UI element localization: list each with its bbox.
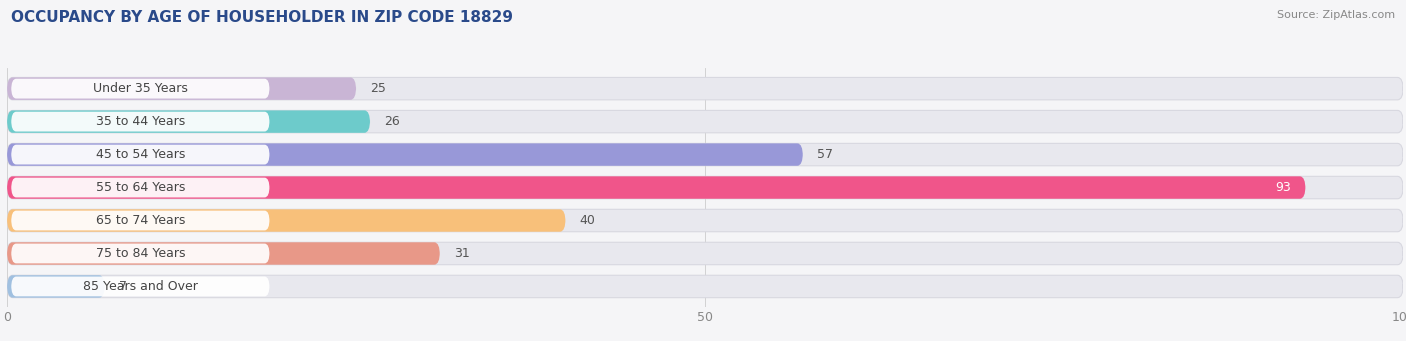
FancyBboxPatch shape (7, 242, 440, 265)
FancyBboxPatch shape (7, 176, 1403, 199)
FancyBboxPatch shape (7, 77, 356, 100)
FancyBboxPatch shape (7, 143, 803, 166)
FancyBboxPatch shape (11, 145, 270, 164)
Text: 65 to 74 Years: 65 to 74 Years (96, 214, 186, 227)
FancyBboxPatch shape (7, 242, 1403, 265)
Text: Source: ZipAtlas.com: Source: ZipAtlas.com (1277, 10, 1395, 20)
FancyBboxPatch shape (11, 178, 270, 197)
Text: 40: 40 (579, 214, 595, 227)
Text: 7: 7 (118, 280, 127, 293)
FancyBboxPatch shape (7, 110, 370, 133)
Text: 25: 25 (370, 82, 385, 95)
Text: 26: 26 (384, 115, 399, 128)
Text: 85 Years and Over: 85 Years and Over (83, 280, 198, 293)
FancyBboxPatch shape (7, 275, 1403, 298)
FancyBboxPatch shape (11, 243, 270, 263)
FancyBboxPatch shape (7, 176, 1305, 199)
Text: 93: 93 (1275, 181, 1292, 194)
FancyBboxPatch shape (7, 110, 1403, 133)
FancyBboxPatch shape (11, 79, 270, 99)
FancyBboxPatch shape (7, 209, 565, 232)
FancyBboxPatch shape (7, 143, 1403, 166)
Text: 35 to 44 Years: 35 to 44 Years (96, 115, 186, 128)
Text: 45 to 54 Years: 45 to 54 Years (96, 148, 186, 161)
FancyBboxPatch shape (7, 275, 105, 298)
FancyBboxPatch shape (11, 112, 270, 132)
Text: OCCUPANCY BY AGE OF HOUSEHOLDER IN ZIP CODE 18829: OCCUPANCY BY AGE OF HOUSEHOLDER IN ZIP C… (11, 10, 513, 25)
Text: 31: 31 (454, 247, 470, 260)
FancyBboxPatch shape (7, 209, 1403, 232)
Text: 57: 57 (817, 148, 832, 161)
FancyBboxPatch shape (11, 211, 270, 231)
Text: 55 to 64 Years: 55 to 64 Years (96, 181, 186, 194)
FancyBboxPatch shape (7, 77, 1403, 100)
FancyBboxPatch shape (11, 277, 270, 296)
Text: 75 to 84 Years: 75 to 84 Years (96, 247, 186, 260)
Text: Under 35 Years: Under 35 Years (93, 82, 188, 95)
